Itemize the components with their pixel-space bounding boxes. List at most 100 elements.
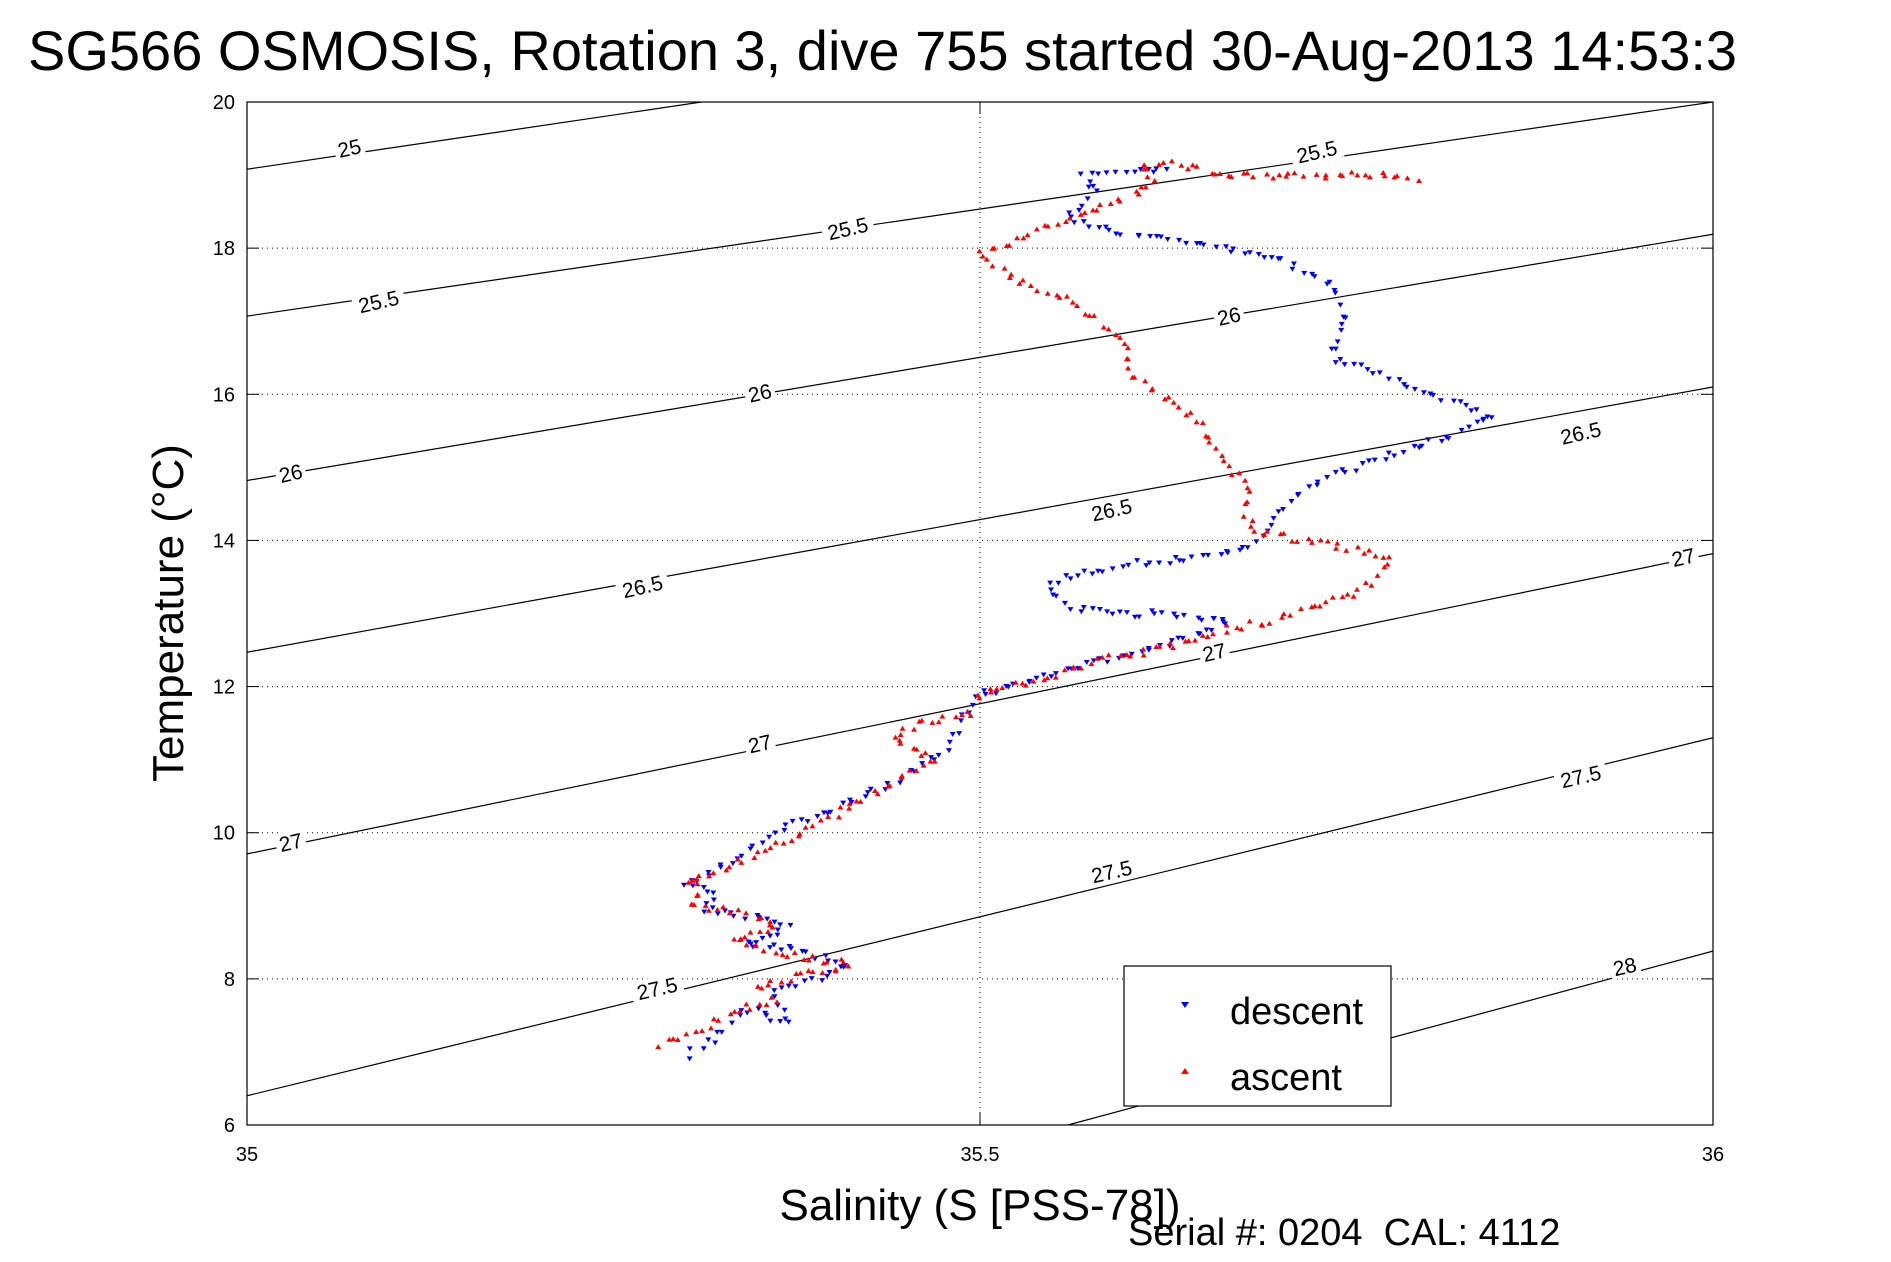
descent-point xyxy=(1077,171,1084,177)
isopycnal-label-bg xyxy=(1607,951,1642,981)
descent-point xyxy=(1089,170,1096,176)
ascent-point xyxy=(1219,452,1226,458)
descent-point xyxy=(1391,453,1398,459)
descent-point xyxy=(1052,671,1059,677)
descent-point xyxy=(1134,558,1141,564)
ascent-point xyxy=(1289,538,1296,544)
ascent-point xyxy=(1226,463,1233,469)
descent-point xyxy=(1324,281,1331,287)
ascent-point xyxy=(1384,561,1391,567)
ascent-point xyxy=(1199,632,1206,638)
descent-point xyxy=(799,948,806,954)
descent-point xyxy=(772,830,779,836)
ascent-point xyxy=(796,831,803,837)
descent-point xyxy=(786,944,793,950)
ascent-point xyxy=(809,953,816,959)
descent-point xyxy=(781,1007,788,1013)
ascent-point xyxy=(737,936,744,942)
isopycnal-label: 27 xyxy=(273,827,308,857)
descent-point xyxy=(747,941,754,947)
ascent-point xyxy=(1211,171,1218,177)
descent-point xyxy=(798,817,805,823)
descent-point xyxy=(755,1006,762,1012)
ascent-point xyxy=(1322,599,1329,605)
ascent-point xyxy=(1123,356,1130,362)
ascent-point xyxy=(913,767,920,773)
descent-point xyxy=(771,988,778,994)
ascent-point xyxy=(784,953,791,959)
descent-point xyxy=(864,790,871,796)
descent-point xyxy=(1200,242,1207,248)
ascent-point xyxy=(1088,661,1095,667)
legend-ascent-label: ascent xyxy=(1230,1057,1342,1099)
ascent-point xyxy=(993,686,1000,692)
ascent-point xyxy=(805,968,812,974)
descent-point xyxy=(958,718,965,724)
ascent-point xyxy=(693,1028,700,1034)
descent-point xyxy=(686,1046,693,1052)
descent-point xyxy=(1228,249,1235,255)
ascent-point xyxy=(788,838,795,844)
ascent-point xyxy=(1027,283,1034,289)
ascent-point xyxy=(1081,210,1088,216)
ascent-point xyxy=(765,982,772,988)
descent-point xyxy=(782,822,789,828)
ascent-point xyxy=(1100,324,1107,330)
ascent-point xyxy=(1251,528,1258,534)
descent-point xyxy=(1400,450,1407,456)
descent-point xyxy=(801,978,808,984)
ascent-point xyxy=(1193,419,1200,425)
descent-point xyxy=(1332,346,1339,352)
isopycnal-label-text: 27 xyxy=(1200,639,1228,667)
descent-point xyxy=(840,800,847,806)
x-tick-label: 36 xyxy=(1702,1144,1724,1166)
ascent-point xyxy=(911,726,918,732)
isopycnal-line xyxy=(247,737,1713,1097)
ascent-point xyxy=(920,762,927,768)
ascent-point xyxy=(1074,303,1081,309)
descent-point xyxy=(981,688,988,694)
descent-point xyxy=(792,984,799,990)
isopycnal-label-bg xyxy=(742,728,777,758)
ascent-point xyxy=(754,849,761,855)
ascent-point xyxy=(927,758,934,764)
descent-point xyxy=(774,1003,781,1009)
descent-point xyxy=(774,932,781,938)
descent-point xyxy=(1113,231,1120,237)
isopycnal-label-text: 28 xyxy=(1611,954,1639,982)
ascent-point xyxy=(819,969,826,975)
ascent-point xyxy=(1044,290,1051,296)
ascent-point xyxy=(702,903,709,909)
ascent-point xyxy=(1022,682,1029,688)
descent-point xyxy=(1104,609,1111,615)
descent-point xyxy=(884,780,891,786)
descent-point xyxy=(1048,674,1055,680)
ascent-point xyxy=(1386,554,1393,560)
descent-point xyxy=(1117,232,1124,238)
descent-point xyxy=(1085,224,1092,230)
ascent-point xyxy=(765,928,772,934)
isopycnal-lines xyxy=(247,102,1713,1125)
ascent-point xyxy=(1287,612,1294,618)
ascent-point xyxy=(1362,172,1369,178)
ascent-point xyxy=(1361,550,1368,556)
ascent-point xyxy=(1089,207,1096,213)
ascent-point xyxy=(820,960,827,966)
ascent-point xyxy=(967,712,974,718)
ascent-point xyxy=(1291,170,1298,176)
isopycnal-label-bg xyxy=(614,569,671,603)
descent-point xyxy=(814,813,821,819)
descent-point xyxy=(1188,554,1195,560)
ascent-point xyxy=(707,1025,714,1031)
descent-point xyxy=(785,983,792,989)
descent-point xyxy=(1085,184,1092,190)
ascent-point xyxy=(1259,622,1266,628)
ascent-point xyxy=(1052,674,1059,680)
ascent-point xyxy=(731,1008,738,1014)
descent-point xyxy=(1005,684,1012,690)
ascent-point xyxy=(751,855,758,861)
isopycnal-line xyxy=(247,102,1713,317)
descent-point xyxy=(1411,443,1418,449)
ascent-point xyxy=(1105,326,1112,332)
descent-point xyxy=(1340,314,1347,320)
